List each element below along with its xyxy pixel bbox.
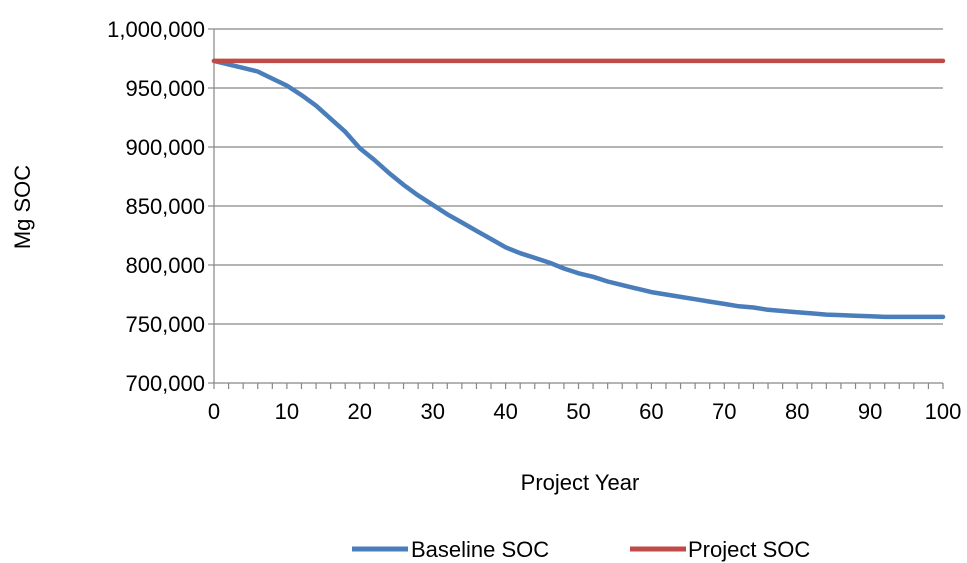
- series-line-baseline-soc: [211, 58, 946, 320]
- y-tick-label: 700,000: [125, 371, 205, 396]
- y-axis-title: Mg SOC: [10, 165, 35, 249]
- x-tick-label: 100: [925, 399, 962, 424]
- legend-label-baseline-soc: Baseline SOC: [411, 537, 549, 562]
- x-tick-label: 10: [275, 399, 299, 424]
- x-axis-ticks: 0 10 20 30 40 50 60 70 80 90 100: [208, 383, 961, 424]
- y-tick-label: 750,000: [125, 312, 205, 337]
- data-series: [211, 58, 946, 320]
- y-axis-ticks: 700,000 750,000 800,000 850,000 900,000 950,0…: [107, 17, 214, 396]
- gridlines: [214, 28, 943, 325]
- y-tick-label: 800,000: [125, 253, 205, 278]
- y-tick-label: 1,000,000: [107, 17, 205, 42]
- x-tick-label: 80: [785, 399, 809, 424]
- x-axis-title: Project Year: [521, 470, 640, 495]
- x-tick-label: 40: [493, 399, 517, 424]
- y-tick-label: 900,000: [125, 135, 205, 160]
- legend-label-project-soc: Project SOC: [688, 537, 810, 562]
- y-tick-label: 850,000: [125, 194, 205, 219]
- x-tick-label: 0: [208, 399, 220, 424]
- x-tick-label: 60: [639, 399, 663, 424]
- legend: Baseline SOC Project SOC: [352, 537, 810, 562]
- x-tick-label: 20: [348, 399, 372, 424]
- x-tick-label: 50: [566, 399, 590, 424]
- x-tick-label: 90: [858, 399, 882, 424]
- y-tick-label: 950,000: [125, 76, 205, 101]
- x-tick-label: 30: [420, 399, 444, 424]
- x-tick-label: 70: [712, 399, 736, 424]
